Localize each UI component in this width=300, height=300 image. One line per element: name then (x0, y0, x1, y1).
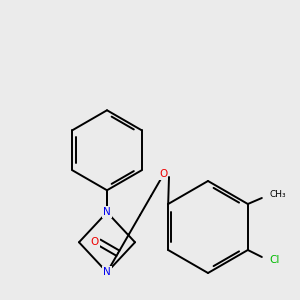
Text: O: O (159, 169, 167, 179)
Text: CH₃: CH₃ (270, 190, 286, 200)
Text: Cl: Cl (270, 255, 280, 265)
Text: N: N (103, 207, 111, 217)
Text: N: N (103, 267, 111, 277)
Text: O: O (91, 237, 99, 247)
